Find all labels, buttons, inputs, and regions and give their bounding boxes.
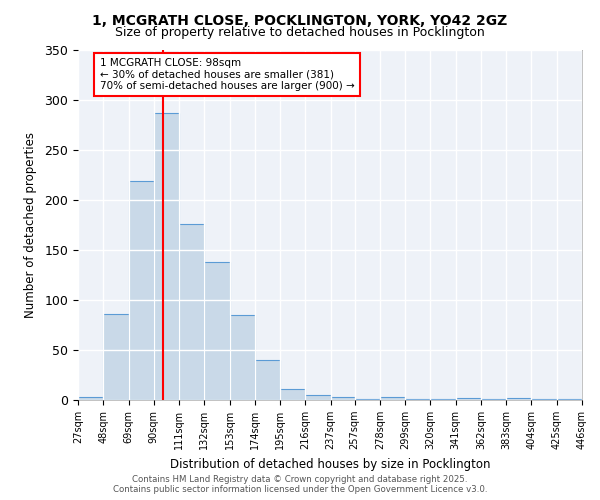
- Bar: [506, 398, 532, 400]
- Bar: [455, 398, 481, 400]
- Bar: [405, 399, 430, 400]
- Text: 1, MCGRATH CLOSE, POCKLINGTON, YORK, YO42 2GZ: 1, MCGRATH CLOSE, POCKLINGTON, YORK, YO4…: [92, 14, 508, 28]
- Text: 1 MCGRATH CLOSE: 98sqm
← 30% of detached houses are smaller (381)
70% of semi-de: 1 MCGRATH CLOSE: 98sqm ← 30% of detached…: [100, 58, 355, 91]
- Bar: [128, 181, 154, 400]
- X-axis label: Distribution of detached houses by size in Pocklington: Distribution of detached houses by size …: [170, 458, 490, 470]
- Bar: [305, 395, 331, 400]
- Text: Contains HM Land Registry data © Crown copyright and database right 2025.
Contai: Contains HM Land Registry data © Crown c…: [113, 474, 487, 494]
- Bar: [154, 113, 179, 400]
- Bar: [280, 389, 305, 400]
- Bar: [355, 399, 380, 400]
- Bar: [255, 360, 280, 400]
- Text: Size of property relative to detached houses in Pocklington: Size of property relative to detached ho…: [115, 26, 485, 39]
- Bar: [557, 399, 582, 400]
- Y-axis label: Number of detached properties: Number of detached properties: [25, 132, 37, 318]
- Bar: [205, 262, 230, 400]
- Bar: [532, 399, 557, 400]
- Bar: [481, 399, 506, 400]
- Bar: [380, 397, 405, 400]
- Bar: [331, 397, 355, 400]
- Bar: [430, 399, 455, 400]
- Bar: [230, 315, 255, 400]
- Bar: [179, 224, 205, 400]
- Bar: [103, 314, 128, 400]
- Bar: [78, 397, 103, 400]
